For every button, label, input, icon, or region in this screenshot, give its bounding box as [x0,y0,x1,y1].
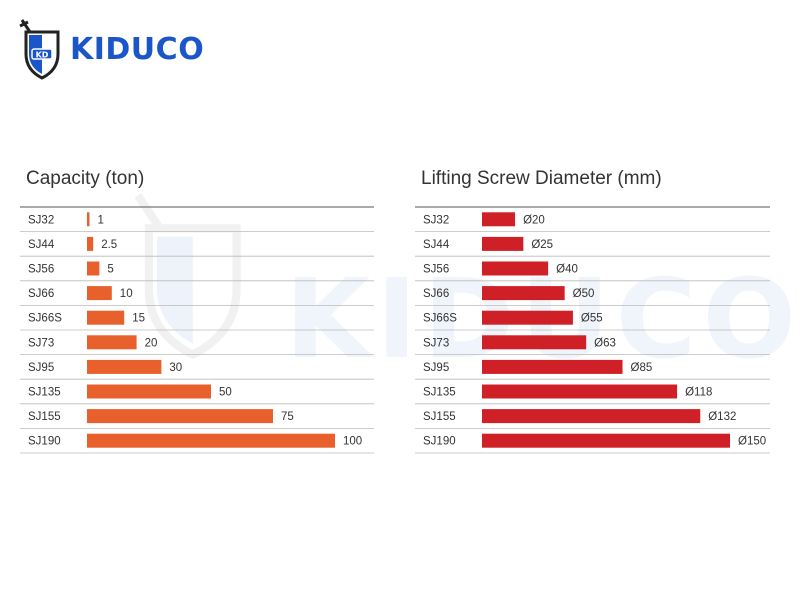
row-label: SJ135 [423,387,456,399]
data-label: Ø50 [573,288,595,300]
bar [87,261,100,276]
shield-logo-icon: KD [19,19,60,80]
row-label: SJ190 [28,436,61,448]
row-label: SJ44 [28,239,55,251]
data-label: 2.5 [101,239,117,251]
bar [482,212,516,227]
bar [87,310,125,325]
row-label: SJ44 [423,239,450,251]
bar [87,433,335,448]
data-label: 50 [219,387,232,399]
row-label: SJ56 [28,264,54,276]
bar [482,384,678,399]
bar [482,433,730,448]
row-label: SJ155 [423,411,456,423]
chart-title: Lifting Screw Diameter (mm) [421,168,662,189]
data-label: Ø150 [738,436,766,448]
row-label: SJ66 [423,288,449,300]
svg-text:KD: KD [36,51,49,60]
row-label: SJ95 [423,362,449,374]
bar [482,286,565,301]
brand-name: KIDUCO [70,31,205,67]
brand-logo: KD KIDUCO [18,18,204,80]
screw-diameter-chart: Lifting Screw Diameter (mm) SJ32 Ø20 SJ44 Ø2… [415,168,770,454]
row-label: SJ95 [28,362,54,374]
bar [87,384,211,399]
row-label: SJ155 [28,411,61,423]
data-label: 5 [107,264,113,276]
data-label: Ø25 [531,239,553,251]
capacity-chart: Capacity (ton) SJ32 1 SJ44 2.5 SJ56 5 SJ66 10 SJ6… [20,168,374,454]
row-label: SJ135 [28,387,61,399]
bar [87,359,162,374]
row-label: SJ32 [28,214,54,226]
data-label: Ø55 [581,313,603,325]
data-label: 10 [120,288,133,300]
bar [482,236,524,251]
bar [87,236,94,251]
row-label: SJ66 [28,288,54,300]
data-label: Ø118 [685,387,712,399]
row-label: SJ73 [423,337,449,349]
bar [482,261,549,276]
row-label: SJ66S [28,313,62,325]
bar [87,409,273,424]
row-label: SJ73 [28,337,54,349]
data-label: 15 [132,313,145,325]
row-label: SJ32 [423,214,449,226]
chart-title: Capacity (ton) [26,168,144,189]
data-label: 100 [343,436,362,448]
data-label: 20 [145,337,158,349]
data-label: Ø85 [631,362,653,374]
row-label: SJ56 [423,264,449,276]
bar [87,286,112,301]
data-label: Ø132 [708,411,736,423]
bar [482,335,587,350]
row-label: SJ66S [423,313,457,325]
bar [87,212,90,227]
data-label: 1 [97,214,103,226]
bar [482,409,701,424]
row-label: SJ190 [423,436,456,448]
data-label: 30 [169,362,182,374]
bar [482,310,573,325]
data-label: 75 [281,411,294,423]
data-label: Ø40 [556,264,578,276]
bar [482,359,623,374]
bar [87,335,137,350]
data-label: Ø63 [594,337,616,349]
data-label: Ø20 [523,214,545,226]
